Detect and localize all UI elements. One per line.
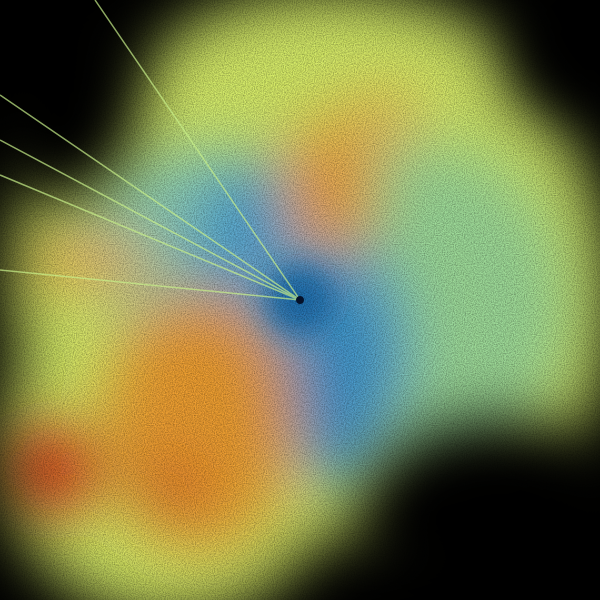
radial-streaks bbox=[0, 0, 301, 301]
radar-site bbox=[296, 296, 304, 304]
